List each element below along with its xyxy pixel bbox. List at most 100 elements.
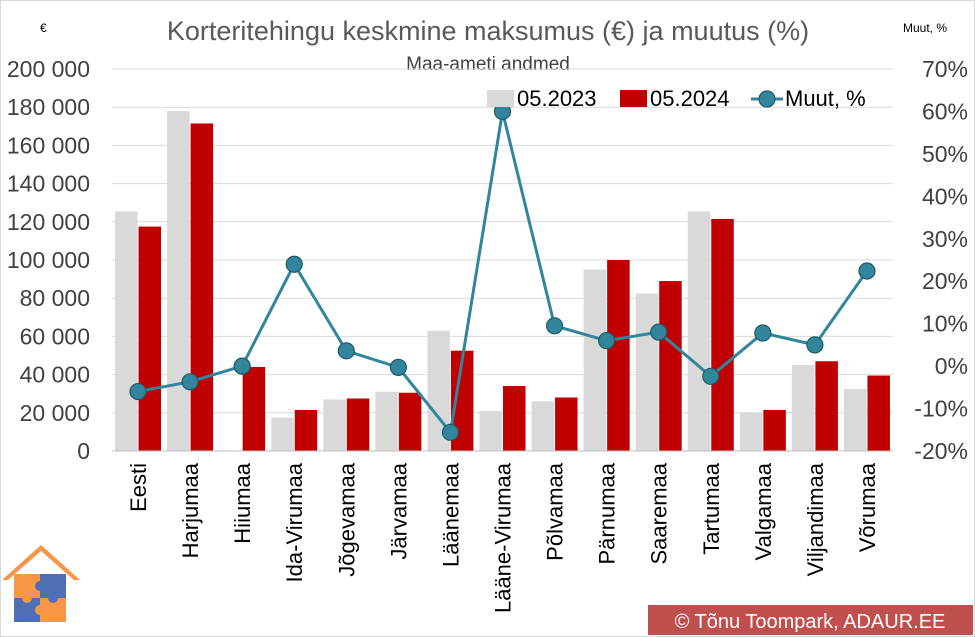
right-axis-unit: Muut, %	[903, 21, 947, 35]
change-point	[545, 317, 564, 335]
chart-title: Korteritehingu keskmine maksumus (€) ja …	[167, 16, 809, 46]
category-label: Valgamaa	[751, 462, 776, 560]
bar-05-2024	[398, 392, 422, 451]
y-left-tick-label: 140 000	[7, 171, 90, 197]
bar-05-2024	[190, 123, 214, 451]
right-axis-ticks: 70% 60% 50% 40% 30% 20% 10% 0% -10% -20%	[914, 56, 968, 464]
logo-knob-1	[35, 581, 45, 591]
credit-text: © Tõnu Toompark, ADAUR.EE	[675, 611, 946, 633]
change-point	[233, 357, 251, 375]
bar-05-2023	[531, 401, 555, 451]
bar-05-2023	[687, 211, 711, 451]
category-label: Viljandimaa	[803, 462, 828, 576]
change-point	[806, 336, 824, 354]
y-right-tick-label: 20%	[922, 268, 968, 294]
y-right-tick-label: -20%	[914, 438, 968, 464]
y-right-tick-label: 60%	[922, 98, 968, 124]
bar-05-2023	[271, 417, 294, 451]
legend-swatch-2023	[487, 90, 514, 107]
y-left-tick-label: 120 000	[7, 209, 90, 235]
y-right-tick-label: 10%	[922, 311, 968, 337]
change-point	[129, 382, 147, 401]
bar-05-2023	[583, 269, 607, 451]
change-point	[598, 332, 616, 350]
change-line	[129, 102, 876, 441]
change-point	[754, 324, 772, 342]
bar-05-2023	[167, 111, 190, 452]
legend-label-2023: 05.2023	[517, 86, 597, 111]
logo-roof	[2, 545, 80, 580]
category-label: Lääne-Virumaa	[491, 462, 516, 613]
category-label: Eesti	[126, 463, 151, 512]
change-point	[285, 255, 303, 273]
category-label: Ida-Virumaa	[282, 462, 307, 582]
y-left-tick-label: 180 000	[7, 94, 90, 120]
change-point	[337, 342, 355, 360]
y-left-tick-label: 40 000	[20, 362, 90, 388]
bar-05-2023	[323, 399, 346, 451]
bar-05-2023	[739, 412, 763, 451]
category-label: Järvamaa	[386, 462, 411, 559]
legend-label-2024: 05.2024	[650, 86, 730, 111]
bar-05-2023	[791, 365, 815, 451]
y-right-tick-label: -10%	[914, 396, 968, 422]
category-label: Pärnumaa	[595, 462, 620, 564]
category-label: Läänemaa	[438, 462, 463, 567]
legend: 05.2023 05.2024 Muut, %	[487, 86, 866, 111]
y-right-tick-label: 40%	[922, 183, 968, 209]
y-left-tick-label: 20 000	[20, 400, 90, 426]
bar-05-2024	[555, 397, 578, 451]
left-axis-ticks: 200 000 180 000 160 000 140 000 120 000 100 0…	[7, 56, 90, 464]
bar-05-2023	[427, 330, 450, 451]
category-label: Võrumaa	[855, 462, 880, 552]
legend-marker-change	[758, 90, 776, 108]
category-label: Põlvamaa	[543, 462, 568, 561]
y-left-tick-label: 200 000	[7, 56, 90, 82]
logo-knob-4	[35, 605, 45, 615]
logo-knob-3	[48, 593, 58, 603]
bar-05-2024	[138, 226, 162, 451]
y-left-tick-label: 80 000	[20, 285, 90, 311]
bar-05-2023	[635, 293, 659, 451]
bar-05-2023	[375, 391, 398, 451]
change-point	[650, 323, 668, 341]
legend-label-change: Muut, %	[785, 86, 866, 111]
bar-05-2024	[294, 409, 318, 451]
legend-swatch-2024	[620, 90, 647, 107]
credit-box: © Tõnu Toompark, ADAUR.EE	[648, 605, 973, 635]
y-right-tick-label: 30%	[922, 226, 968, 252]
category-label: Saaremaa	[647, 462, 672, 564]
bar-05-2024	[867, 375, 890, 451]
category-label: Harjumaa	[178, 462, 203, 558]
credit-background	[648, 605, 973, 635]
y-left-tick-label: 160 000	[7, 132, 90, 158]
category-labels: Eesti Harjumaa Hiiumaa Ida-Virumaa Jõgevamaa…	[126, 462, 880, 613]
change-point	[441, 423, 460, 441]
bar-05-2024	[607, 260, 630, 451]
bar-05-2024	[711, 218, 734, 451]
y-right-tick-label: 70%	[922, 56, 968, 82]
y-left-tick-label: 0	[77, 438, 90, 464]
change-point	[389, 358, 407, 376]
change-point	[858, 262, 876, 280]
change-point	[702, 367, 720, 385]
bar-05-2024	[346, 398, 370, 451]
bar-05-2023	[843, 388, 867, 451]
y-left-tick-label: 100 000	[7, 247, 90, 273]
y-right-tick-label: 50%	[922, 141, 968, 167]
change-point	[181, 373, 199, 391]
bar-05-2024	[503, 386, 526, 451]
bar-05-2023	[479, 410, 502, 451]
bar-05-2023	[115, 211, 138, 451]
bar-05-2024	[763, 409, 786, 451]
y-left-tick-label: 60 000	[20, 323, 90, 349]
logo-knob-2	[22, 593, 32, 603]
left-axis-unit: €	[40, 21, 47, 35]
bar-05-2024	[815, 361, 838, 451]
chart-subtitle: Maa-ameti andmed	[406, 54, 570, 75]
bar-05-2024	[450, 350, 474, 451]
puzzle-house-logo	[2, 545, 80, 622]
y-right-tick-label: 0%	[935, 353, 968, 379]
category-label: Hiiumaa	[230, 462, 255, 543]
